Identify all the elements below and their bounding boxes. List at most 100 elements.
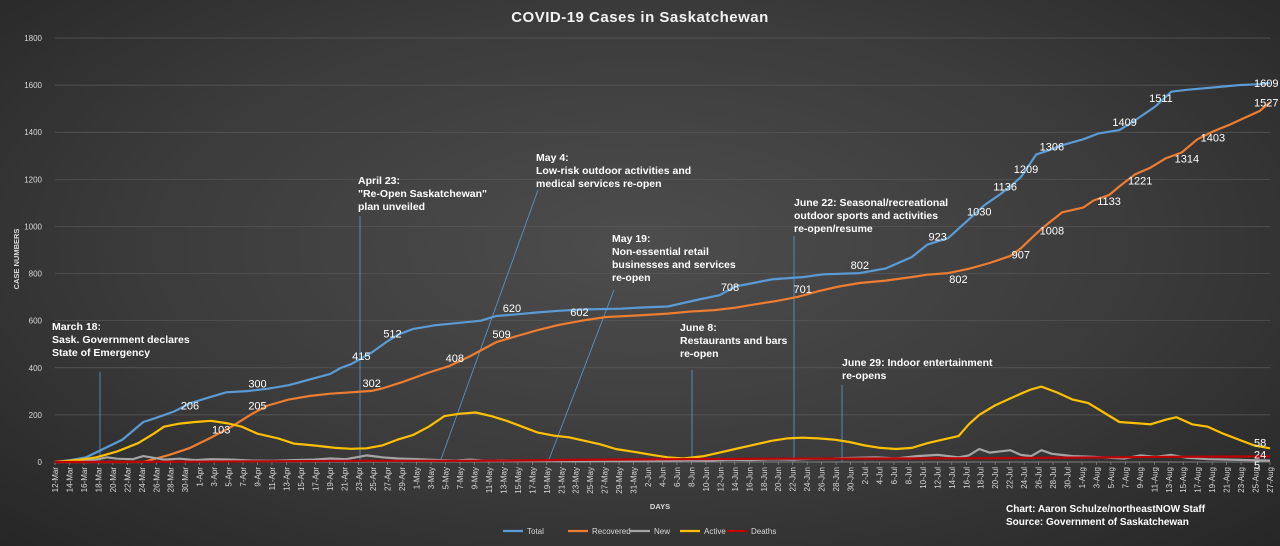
x-tick-label: 9-Aug xyxy=(1136,467,1145,488)
data-label: 5 xyxy=(1254,460,1260,472)
x-tick-label: 11-May xyxy=(485,467,494,493)
x-tick-label: 8-Jul xyxy=(904,467,913,485)
data-label: 205 xyxy=(248,401,266,413)
data-label: 1306 xyxy=(1040,141,1064,153)
annotation-line: Non-essential retail xyxy=(612,246,709,258)
chart-title: COVID-19 Cases in Saskatchewan xyxy=(511,9,769,26)
x-tick-label: 12-Mar xyxy=(51,467,60,493)
annotation-line: outdoor sports and activities xyxy=(794,210,938,222)
data-label: 302 xyxy=(363,378,381,390)
annotation-line: June 22: Seasonal/recreational xyxy=(794,197,948,209)
x-tick-label: 19-Apr xyxy=(326,467,335,491)
annotation-line: Restaurants and bars xyxy=(680,335,788,347)
annotation-line: June 29: Indoor entertainment xyxy=(842,357,993,369)
series-line-new xyxy=(54,447,1271,464)
x-tick-label: 3-May xyxy=(427,467,436,489)
y-tick-label: 1000 xyxy=(24,222,42,231)
x-tick-label: 17-Aug xyxy=(1194,467,1203,493)
x-tick-label: 7-May xyxy=(456,467,465,489)
data-label: 415 xyxy=(352,351,370,363)
annotation-line: medical services re-open xyxy=(536,178,661,190)
data-label: 300 xyxy=(248,378,266,390)
x-tick-label: 1-Apr xyxy=(196,467,205,487)
x-tick-label: 15-Apr xyxy=(297,467,306,491)
data-label: 206 xyxy=(181,400,199,412)
x-tick-label: 14-Jul xyxy=(948,467,957,489)
x-tick-label: 9-Apr xyxy=(254,467,263,487)
data-label: 1008 xyxy=(1040,226,1064,238)
x-tick-label: 22-Mar xyxy=(123,467,132,493)
x-tick-label: 25-May xyxy=(586,467,595,494)
data-label: 58 xyxy=(1254,437,1266,449)
data-label: 512 xyxy=(383,328,401,340)
annotation-line: May 19: xyxy=(612,233,651,245)
x-tick-label: 2-Jul xyxy=(861,467,870,485)
y-tick-label: 1800 xyxy=(24,34,42,43)
y-tick-label: 600 xyxy=(29,317,43,326)
data-label: 907 xyxy=(1012,249,1030,261)
x-tick-label: 29-May xyxy=(615,467,624,494)
x-tick-label: 12-Jun xyxy=(716,467,725,491)
annotation-line: Sask. Government declares xyxy=(52,334,190,346)
credit-line: Chart: Aaron Schulze/northeastNOW Staff xyxy=(1006,504,1206,515)
x-axis-title: DAYS xyxy=(650,502,670,511)
x-tick-label: 10-Jun xyxy=(702,467,711,491)
annotation-line: State of Emergency xyxy=(52,347,150,359)
x-tick-label: 9-May xyxy=(470,467,479,489)
x-tick-label: 23-Apr xyxy=(355,467,364,491)
annotation-line: re-open xyxy=(680,348,719,360)
annotation-line: June 8: xyxy=(680,322,717,334)
x-tick-label: 1-Aug xyxy=(1078,467,1087,488)
x-tick-label: 17-May xyxy=(528,467,537,494)
x-tick-label: 6-Jun xyxy=(673,467,682,487)
annotation-line: Low-risk outdoor activities and xyxy=(536,165,691,177)
x-tick-label: 25-Apr xyxy=(369,467,378,491)
legend: Total Recovered New Active Deaths xyxy=(503,527,776,536)
annotation-line: re-open xyxy=(612,272,651,284)
legend-label: Recovered xyxy=(592,527,631,536)
x-tick-label: 4-Jun xyxy=(659,467,668,487)
x-tick-label: 30-Mar xyxy=(181,467,190,493)
data-label: 24 xyxy=(1254,449,1266,461)
x-tick-label: 27-May xyxy=(601,467,610,494)
x-tick-label: 1-May xyxy=(413,467,422,489)
x-tick-label: 16-Jul xyxy=(962,467,971,489)
x-tick-label: 21-May xyxy=(557,467,566,494)
x-tick-label: 13-May xyxy=(499,467,508,494)
x-tick-label: 20-Mar xyxy=(109,467,118,493)
y-tick-label: 400 xyxy=(29,364,43,373)
x-tick-label: 26-Jun xyxy=(818,467,827,491)
x-tick-label: 3-Aug xyxy=(1092,467,1101,488)
annotation-leader-lines xyxy=(99,189,843,463)
y-tick-label: 200 xyxy=(29,411,43,420)
x-tick-label: 7-Apr xyxy=(239,467,248,487)
data-label: 923 xyxy=(929,232,947,244)
x-tick-label: 6-Jul xyxy=(890,467,899,485)
y-axis-ticks: 0 200 400 600 800 1000 1200 1400 1600 1800 xyxy=(24,34,42,467)
data-label: 620 xyxy=(503,303,521,315)
y-axis-title: CASE NUMBERS xyxy=(12,229,21,290)
annotations: March 18: Sask. Government declares State … xyxy=(52,152,993,382)
x-tick-label: 14-Jun xyxy=(731,467,740,491)
x-tick-label: 27-Apr xyxy=(384,467,393,491)
x-tick-label: 24-Jul xyxy=(1020,467,1029,489)
x-tick-label: 19-May xyxy=(543,467,552,494)
data-label: 1511 xyxy=(1149,93,1173,105)
data-label: 1409 xyxy=(1112,117,1136,129)
x-tick-label: 28-Jul xyxy=(1049,467,1058,489)
series-line-active xyxy=(54,385,1271,464)
data-label: 802 xyxy=(949,274,967,286)
x-tick-label: 25-Aug xyxy=(1252,467,1261,493)
x-tick-label: 5-Apr xyxy=(225,467,234,487)
annotation: June 8: Restaurants and bars re-open xyxy=(680,322,788,360)
x-tick-label: 23-May xyxy=(572,467,581,494)
x-tick-label: 30-Jul xyxy=(1064,467,1073,489)
x-tick-label: 19-Aug xyxy=(1208,467,1217,493)
annotation: June 29: Indoor entertainment re-opens xyxy=(842,357,993,382)
x-tick-label: 23-Aug xyxy=(1237,467,1246,493)
data-label: 1133 xyxy=(1097,196,1121,208)
annotation-line: April 23: xyxy=(358,175,400,187)
x-tick-label: 18-Mar xyxy=(94,467,103,493)
